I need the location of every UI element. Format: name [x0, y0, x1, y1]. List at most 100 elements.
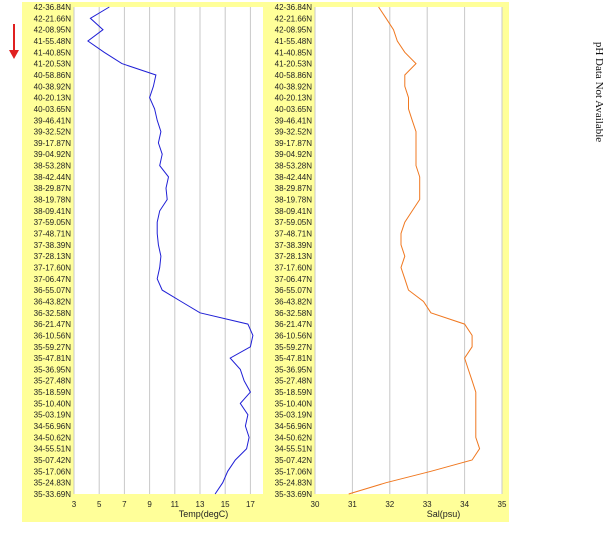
salinity-lat-label: 35-24.83N	[275, 479, 313, 488]
salinity-lat-label: 39-17.87N	[275, 139, 313, 148]
temp-lat-label: 36-21.47N	[34, 320, 72, 329]
temp-lat-label: 39-32.52N	[34, 128, 72, 137]
salinity-lat-label: 41-20.53N	[275, 60, 313, 69]
salinity-lat-label: 39-32.52N	[275, 128, 313, 137]
salinity-lat-label: 37-28.13N	[275, 252, 313, 261]
temp-lat-label: 35-24.83N	[34, 479, 72, 488]
ph-unavailable-note: pH Data Not Available	[593, 42, 605, 142]
temp-lat-label: 35-03.19N	[34, 411, 72, 420]
salinity-lat-label: 36-43.82N	[275, 297, 313, 306]
temp-series-line	[87, 6, 254, 495]
temp-lat-label: 37-59.05N	[34, 218, 72, 227]
temp-lat-label: 39-17.87N	[34, 139, 72, 148]
temp-lat-label: 39-04.92N	[34, 150, 72, 159]
salinity-lat-label: 40-20.13N	[275, 94, 313, 103]
salinity-lat-label: 36-10.56N	[275, 331, 313, 340]
salinity-lat-label: 41-55.48N	[275, 37, 313, 46]
salinity-lat-label: 40-03.65N	[275, 105, 313, 114]
temp-lat-label: 39-46.41N	[34, 116, 72, 125]
salinity-lat-label: 37-38.39N	[275, 241, 313, 250]
temp-lat-label: 36-10.56N	[34, 331, 72, 340]
salinity-lat-label: 38-19.78N	[275, 196, 313, 205]
salinity-lat-label: 38-53.28N	[275, 162, 313, 171]
temp-lat-label: 35-18.59N	[34, 388, 72, 397]
salinity-lat-label: 42-08.95N	[275, 26, 313, 35]
temp-lat-label: 35-33.69N	[34, 490, 72, 499]
temp-lat-label: 35-07.42N	[34, 456, 72, 465]
salinity-lat-label: 35-27.48N	[275, 377, 313, 386]
salinity-lat-label: 36-32.58N	[275, 309, 313, 318]
salinity-lat-label: 38-42.44N	[275, 173, 313, 182]
temp-x-tick-label: 5	[97, 500, 102, 509]
salinity-x-tick-label: 31	[348, 500, 357, 509]
salinity-lat-label: 35-10.40N	[275, 399, 313, 408]
temp-x-tick-label: 9	[147, 500, 152, 509]
temp-lat-label: 40-03.65N	[34, 105, 72, 114]
temp-x-tick-label: 13	[196, 500, 205, 509]
salinity-x-tick-label: 30	[311, 500, 320, 509]
temp-lat-label: 41-55.48N	[34, 37, 72, 46]
salinity-lat-label: 34-56.96N	[275, 422, 313, 431]
salinity-plot-area	[315, 7, 502, 494]
salinity-lat-label: 37-17.60N	[275, 263, 313, 272]
down-arrow-icon	[9, 24, 19, 59]
temp-lat-label: 34-55.51N	[34, 445, 72, 454]
temp-lat-label: 35-17.06N	[34, 467, 72, 476]
salinity-lat-label: 41-40.85N	[275, 48, 313, 57]
temp-lat-label: 36-43.82N	[34, 297, 72, 306]
salinity-lat-label: 36-21.47N	[275, 320, 313, 329]
salinity-lat-label: 37-59.05N	[275, 218, 313, 227]
temp-lat-label: 35-27.48N	[34, 377, 72, 386]
temp-plot-area	[74, 7, 263, 494]
temp-lat-label: 42-08.95N	[34, 26, 72, 35]
temp-panel: 3 5 7 9 11 13 15 17 42-36.84N 42-21.66N 42-08.95N 4…	[22, 2, 266, 522]
salinity-lat-label: 35-47.81N	[275, 354, 313, 363]
salinity-x-tick-label: 35	[498, 500, 507, 509]
temp-lat-label: 36-55.07N	[34, 286, 72, 295]
salinity-lat-label: 39-04.92N	[275, 150, 313, 159]
salinity-series-line	[348, 6, 481, 495]
salinity-lat-label: 37-48.71N	[275, 230, 313, 239]
temp-lat-label: 35-47.81N	[34, 354, 72, 363]
salinity-lat-label: 40-58.86N	[275, 71, 313, 80]
temp-x-tick-label: 15	[221, 500, 230, 509]
temp-x-tick-label: 11	[171, 500, 180, 509]
temp-lat-label: 35-10.40N	[34, 399, 72, 408]
salinity-lat-label: 40-38.92N	[275, 82, 313, 91]
temp-lat-label: 38-53.28N	[34, 162, 72, 171]
salinity-lat-label: 37-06.47N	[275, 275, 313, 284]
salinity-lat-label: 38-29.87N	[275, 184, 313, 193]
temp-lat-label: 35-59.27N	[34, 343, 72, 352]
temp-x-tick-label: 7	[122, 500, 127, 509]
salinity-x-tick-label: 34	[460, 500, 469, 509]
temp-lat-label: 41-40.85N	[34, 48, 72, 57]
salinity-lat-label: 35-59.27N	[275, 343, 313, 352]
salinity-lat-label: 34-50.62N	[275, 433, 313, 442]
salinity-x-tick-label: 33	[423, 500, 432, 509]
salinity-lat-label: 35-18.59N	[275, 388, 313, 397]
temp-lat-label: 37-06.47N	[34, 275, 72, 284]
temp-lat-label: 37-48.71N	[34, 230, 72, 239]
temp-lat-label: 34-56.96N	[34, 422, 72, 431]
salinity-lat-label: 35-07.42N	[275, 456, 313, 465]
salinity-axis-label: Sal(psu)	[427, 509, 461, 519]
temp-lat-label: 38-42.44N	[34, 173, 72, 182]
temp-lat-label: 40-20.13N	[34, 94, 72, 103]
salinity-lat-label: 39-46.41N	[275, 116, 313, 125]
salinity-lat-label: 35-17.06N	[275, 467, 313, 476]
temp-lat-label: 40-38.92N	[34, 82, 72, 91]
temp-lat-label: 36-32.58N	[34, 309, 72, 318]
salinity-lat-label: 36-55.07N	[275, 286, 313, 295]
temp-lat-label: 37-28.13N	[34, 252, 72, 261]
temp-lat-label: 41-20.53N	[34, 60, 72, 69]
temp-lat-label: 38-29.87N	[34, 184, 72, 193]
salinity-lat-label: 35-33.69N	[275, 490, 313, 499]
temp-lat-label: 37-17.60N	[34, 263, 72, 272]
salinity-panel: 30 31 32 33 34 35 42-36.84N 42-21.66N 42-08.95N 4…	[265, 2, 509, 522]
salinity-lat-label: 34-55.51N	[275, 445, 313, 454]
temp-lat-label: 38-09.41N	[34, 207, 72, 216]
temp-lat-label: 34-50.62N	[34, 433, 72, 442]
temp-x-tick-label: 17	[246, 500, 255, 509]
temp-lat-label: 37-38.39N	[34, 241, 72, 250]
salinity-lat-label: 35-36.95N	[275, 365, 313, 374]
